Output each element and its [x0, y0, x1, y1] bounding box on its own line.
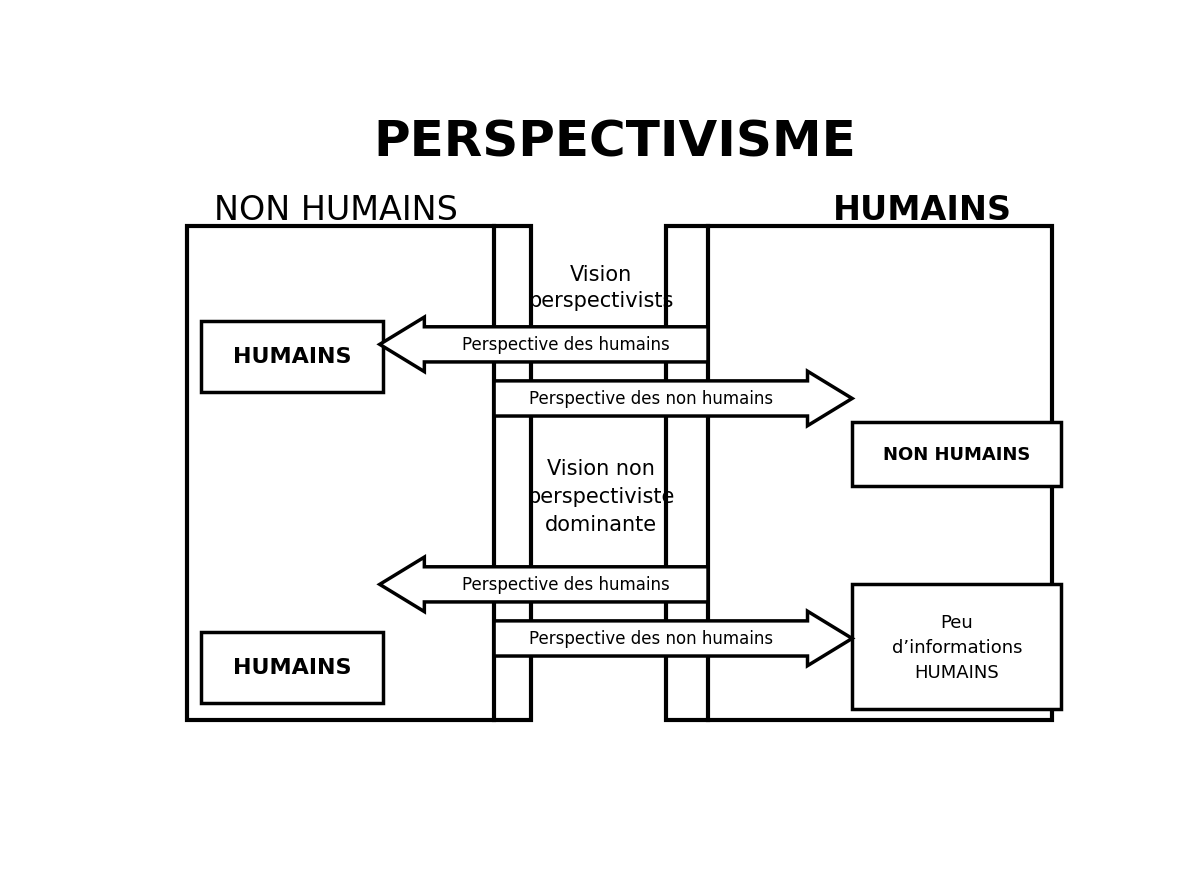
- Bar: [187, 227, 532, 720]
- Text: Vision non
perspectiviste
dominante: Vision non perspectiviste dominante: [527, 459, 674, 535]
- Text: Perspective des non humains: Perspective des non humains: [529, 630, 773, 648]
- Polygon shape: [494, 611, 852, 666]
- Bar: [852, 423, 1061, 487]
- Text: Perspective des humains: Perspective des humains: [462, 575, 670, 594]
- Text: Perspective des humains: Perspective des humains: [462, 336, 670, 354]
- Bar: [202, 321, 383, 392]
- Text: NON HUMAINS: NON HUMAINS: [214, 194, 458, 226]
- Polygon shape: [379, 317, 708, 372]
- Text: NON HUMAINS: NON HUMAINS: [883, 446, 1031, 464]
- Bar: [852, 585, 1061, 709]
- Text: Vision
perspectivists: Vision perspectivists: [528, 264, 673, 310]
- Text: PERSPECTIVISME: PERSPECTIVISME: [373, 118, 857, 167]
- Text: HUMAINS: HUMAINS: [233, 658, 352, 677]
- Polygon shape: [494, 372, 852, 426]
- Bar: [202, 632, 383, 702]
- Text: Perspective des non humains: Perspective des non humains: [529, 390, 773, 408]
- Bar: [666, 227, 1052, 720]
- Text: HUMAINS: HUMAINS: [233, 346, 352, 367]
- Text: HUMAINS: HUMAINS: [833, 194, 1012, 226]
- Text: Peu
d’informations
HUMAINS: Peu d’informations HUMAINS: [892, 613, 1022, 681]
- Polygon shape: [379, 558, 708, 612]
